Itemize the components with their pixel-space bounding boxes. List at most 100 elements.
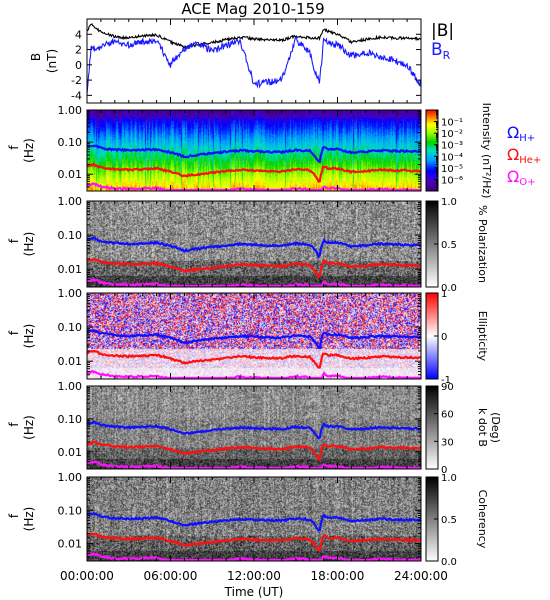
legend-subscript: He+ — [519, 155, 541, 166]
colorbar-tick-label: 90 — [441, 382, 454, 393]
colorbar-tick-label: 0.0 — [441, 283, 457, 294]
y-axis-unit: (nT) — [45, 49, 59, 73]
y-tick-label: 1.00 — [58, 287, 83, 300]
y-tick-label: 1.00 — [58, 471, 83, 484]
kdotb-colorbar-label: k dot B — [476, 408, 489, 447]
legend-btotal: |B| — [431, 21, 454, 41]
y-tick-label: 0.10 — [58, 504, 83, 517]
y-tick-label: 0.01 — [58, 355, 83, 368]
gyrofreq-h_plus-line — [86, 512, 422, 532]
legend-he-plus: ΩHe+ — [507, 145, 541, 166]
gyrofreq-h_plus-line — [86, 420, 422, 440]
y-tick-label: -4 — [71, 89, 82, 102]
y-axis-label: f — [7, 145, 21, 150]
gyrofreq-he_plus-line — [86, 440, 422, 462]
panel-ellipticity: 1.00 0.10 0.01 f (Hz) 1 0 -1 Ellipticity — [7, 287, 489, 386]
y-tick-label: 0.10 — [58, 229, 83, 242]
x-tick-label: 24:00:00 — [394, 569, 448, 583]
x-tick-label: 06:00:00 — [144, 569, 198, 583]
polarization-colorbar-label: % Polarization — [476, 205, 489, 283]
colorbar-tick-label: 10⁻⁶ — [441, 175, 463, 186]
y-tick-label: 2 — [75, 44, 82, 57]
legend-subscript: O+ — [519, 177, 535, 188]
gyrofreq-he_plus-line — [86, 349, 422, 369]
colorbar-tick-label: 60 — [441, 410, 454, 421]
x-ticks-kdotb — [86, 386, 422, 469]
x-tick-label: 00:00:00 — [60, 569, 114, 583]
y-tick-label: 1.00 — [58, 195, 83, 208]
legend-o-plus: ΩO+ — [507, 167, 535, 188]
y-tick-label: 0.01 — [58, 168, 83, 181]
ellipticity-colorbar-label: Ellipticity — [476, 311, 489, 362]
panel-polarization: 1.00 0.10 0.01 f (Hz) 1.0 0.5 0.0 % Polarization — [7, 195, 489, 294]
x-axis-label: Time (UT) — [224, 585, 284, 599]
y-axis-unit: (Hz) — [22, 324, 36, 349]
colorbar-tick-label: 30 — [441, 437, 454, 448]
panel-coherency: 1.00 0.10 0.01 f (Hz) 1.0 0.5 0.0 Coherency — [7, 471, 489, 568]
y-axis-label: f — [7, 422, 21, 427]
x-tick-label: 18:00:00 — [311, 569, 365, 583]
y-tick-label: 0.01 — [58, 446, 83, 459]
x-ticks-ellipticity — [86, 293, 422, 379]
y-tick-label: 0.10 — [58, 136, 83, 149]
colorbar-tick-label: -1 — [441, 375, 451, 386]
x-tick-label: 12:00:00 — [227, 569, 281, 583]
y-axis-unit: (Hz) — [22, 138, 36, 163]
colorbar-tick-label: 1 — [441, 289, 447, 300]
y-tick-label: 0.01 — [58, 538, 83, 551]
colorbar-tick-label: 1.0 — [441, 197, 457, 208]
y-axis-label: f — [7, 513, 21, 518]
panel-mag: 4 2 0 -2 -4 B (nT) |B|BR — [29, 18, 454, 104]
gyrofreq-h_plus-line — [86, 329, 422, 350]
y-axis-label: B — [29, 53, 43, 61]
legend-br: BR — [431, 40, 451, 62]
coherency-colorbar-label: Coherency — [476, 490, 489, 549]
colorbar-tick-label: 10⁻² — [441, 129, 463, 140]
kdotb-colorbar-unit: (Deg) — [489, 412, 502, 443]
y-axis-unit: (Hz) — [22, 232, 36, 257]
colorbar-tick-label: 1.0 — [441, 473, 457, 484]
colorbar-tick-label: 0 — [441, 465, 447, 476]
y-tick-label: 0.01 — [58, 263, 83, 276]
gyrofreq-h_plus-line — [86, 144, 422, 164]
panel-kdotb: 1.00 0.10 0.01 f (Hz) 90 60 30 0 k dot B (Deg) — [7, 380, 502, 476]
legend-br-subscript: R — [443, 49, 451, 62]
panels: 420-2-4B (nT)|B|BR1.000.100.01f (Hz)10⁻¹10… — [7, 18, 541, 568]
y-axis-label: f — [7, 330, 21, 335]
gyrofreq-h_plus-line — [86, 236, 422, 259]
kdotb-colorbar — [425, 385, 439, 470]
y-tick-label: 4 — [75, 28, 82, 41]
gyrofreq-he_plus-line — [86, 162, 422, 183]
y-tick-label: 1.00 — [58, 104, 83, 117]
x-axis: 00:00:00 06:00:00 12:00:00 18:00:00 24:00:00… — [60, 569, 448, 599]
y-axis-label: f — [7, 238, 21, 243]
gyrofreq-he_plus-line — [86, 258, 422, 279]
y-axis-unit: (Hz) — [22, 415, 36, 440]
y-tick-label: 1.00 — [58, 380, 83, 393]
colorbar-tick-label: 10⁻¹ — [441, 118, 463, 129]
series-btotal-line — [86, 22, 422, 50]
colorbar-tick-label: 0 — [441, 332, 447, 343]
x-ticks-mag — [86, 19, 422, 103]
x-ticks-coherency — [86, 477, 422, 561]
x-ticks-polarization — [86, 201, 422, 287]
intensity-colorbar-label: Intensity (nT²/Hz) — [480, 103, 493, 199]
colorbar-tick-label: 10⁻⁵ — [441, 164, 463, 175]
y-tick-label: 0.10 — [58, 413, 83, 426]
colorbar-tick-label: 0.0 — [441, 557, 457, 568]
colorbar-tick-label: 10⁻³ — [441, 141, 463, 152]
chart-title: ACE Mag 2010-159 — [181, 0, 324, 18]
plot-area — [87, 19, 421, 103]
panel-intensity: 1.00 0.10 0.01 f (Hz) 10⁻¹10⁻²10⁻³10⁻⁴10⁻⁵10⁻… — [7, 103, 541, 199]
legend-subscript: H+ — [519, 133, 535, 144]
y-tick-label: -2 — [71, 74, 82, 87]
x-ticks-intensity — [86, 110, 422, 191]
colorbar-tick-label: 0.5 — [441, 240, 457, 251]
y-tick-label: 0.10 — [58, 321, 83, 334]
gyrofreq-he_plus-line — [86, 532, 422, 552]
y-tick-label: 0 — [75, 59, 82, 72]
series-br-line — [86, 36, 422, 95]
legend-h-plus: ΩH+ — [507, 123, 535, 144]
colorbar-tick-label: 0.5 — [441, 515, 457, 526]
